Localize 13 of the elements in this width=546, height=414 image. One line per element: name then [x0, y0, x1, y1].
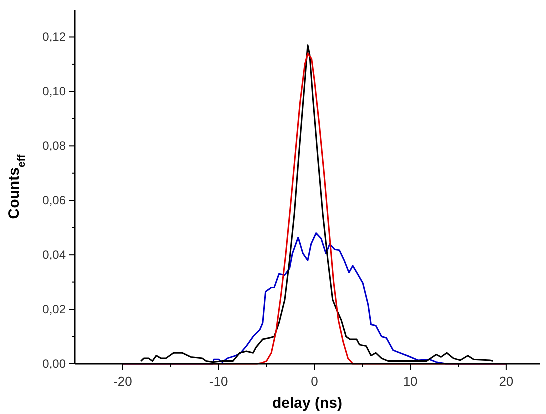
x-tick-label: 20 [499, 374, 514, 389]
y-tick-label: 0,08 [42, 139, 66, 154]
x-tick-label: 0 [311, 374, 318, 389]
x-axis-title: delay (ns) [272, 395, 343, 412]
x-tick-label: 10 [403, 374, 418, 389]
y-tick-label: 0,06 [42, 194, 66, 208]
x-tick-label: -20 [114, 374, 132, 389]
x-tick-label: -10 [209, 374, 228, 389]
y-tick-label: 0,00 [42, 357, 66, 371]
y-tick-label: 0,10 [42, 84, 66, 99]
y-tick-label: 0,12 [42, 30, 66, 44]
y-tick-label: 0,02 [42, 302, 66, 317]
y-tick-label: 0,04 [42, 248, 66, 262]
